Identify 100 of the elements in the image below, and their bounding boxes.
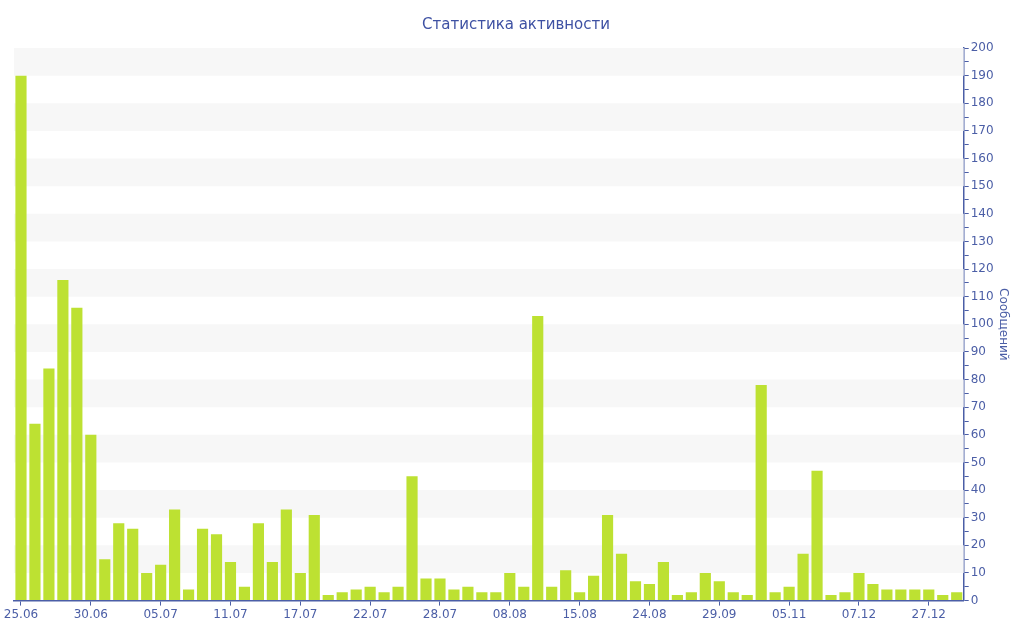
bar xyxy=(546,586,558,601)
bar xyxy=(909,589,921,601)
bar xyxy=(57,280,69,601)
x-tick-label: 05.07 xyxy=(143,606,178,621)
bar xyxy=(811,470,823,601)
bar xyxy=(490,592,502,601)
bar xyxy=(588,575,600,601)
y-tick-label: 190 xyxy=(970,67,994,82)
bar xyxy=(141,572,153,601)
bar xyxy=(434,578,446,601)
x-tick-label: 11.07 xyxy=(213,606,248,621)
y-tick-label: 120 xyxy=(970,261,994,276)
bar xyxy=(671,595,683,601)
bar xyxy=(196,528,209,601)
x-tick-label: 08.08 xyxy=(492,606,527,621)
bar xyxy=(127,528,139,601)
y-tick-label: 110 xyxy=(970,288,994,303)
bar xyxy=(560,570,572,601)
bar xyxy=(169,509,181,601)
bar xyxy=(280,509,292,601)
bar xyxy=(937,595,949,601)
x-tick-label: 15.08 xyxy=(562,606,597,621)
bar xyxy=(29,423,41,601)
bar xyxy=(350,589,362,601)
y-tick-label: 50 xyxy=(970,454,986,469)
bar xyxy=(113,523,125,601)
y-tick-label: 80 xyxy=(970,371,986,386)
bar xyxy=(155,564,167,601)
y-tick-label: 40 xyxy=(970,482,986,497)
bar xyxy=(601,514,614,601)
bar xyxy=(825,595,837,601)
bar xyxy=(420,578,432,601)
y-tick-label: 0 xyxy=(970,592,979,607)
y-tick-label: 200 xyxy=(970,40,994,55)
y-tick-label: 10 xyxy=(970,565,986,580)
bar xyxy=(895,589,907,601)
bar xyxy=(699,572,711,601)
bar xyxy=(462,586,474,601)
bar xyxy=(532,316,544,601)
bar xyxy=(741,595,753,601)
y-tick-label: 170 xyxy=(970,123,994,138)
bar xyxy=(364,586,376,601)
bar xyxy=(797,553,809,601)
x-tick-label: 17.07 xyxy=(283,606,318,621)
y-tick-label: 70 xyxy=(970,399,986,414)
bar xyxy=(99,559,111,601)
bar xyxy=(182,589,195,601)
y-tick-label: 20 xyxy=(970,537,986,552)
bar xyxy=(518,586,530,601)
y-tick-label: 100 xyxy=(970,316,994,331)
bar xyxy=(448,589,460,601)
x-tick-label: 30.06 xyxy=(73,606,108,621)
y-tick-label: 130 xyxy=(970,233,994,248)
y-tick-label: 150 xyxy=(970,178,994,193)
x-tick-label: 05.11 xyxy=(771,606,807,621)
bar xyxy=(224,561,237,601)
bar xyxy=(252,523,264,601)
x-tick-label: 29.09 xyxy=(702,606,737,621)
bar xyxy=(769,592,781,601)
bar xyxy=(629,581,642,601)
bar xyxy=(294,572,306,601)
x-tick-label: 28.07 xyxy=(422,606,458,621)
bar xyxy=(839,592,851,601)
bar xyxy=(853,572,865,601)
x-tick-label: 07.12 xyxy=(841,606,877,621)
bar xyxy=(43,368,55,601)
bar xyxy=(85,434,97,601)
bar xyxy=(643,584,656,601)
bar xyxy=(881,589,893,601)
bar xyxy=(713,581,725,601)
bar xyxy=(378,592,390,601)
bar xyxy=(685,592,697,601)
bar xyxy=(392,586,404,601)
x-tick-label: 22.07 xyxy=(352,606,388,621)
bar xyxy=(406,476,418,601)
y-tick-label: 60 xyxy=(970,426,986,441)
bar xyxy=(322,595,334,601)
bar xyxy=(476,592,488,601)
bar xyxy=(15,75,27,601)
x-tick-label: 25.06 xyxy=(3,606,39,621)
bar xyxy=(783,586,795,601)
bar xyxy=(615,553,628,601)
bar xyxy=(867,584,879,601)
bar xyxy=(238,586,251,601)
bar xyxy=(210,534,223,601)
x-tick-label: 27.12 xyxy=(911,606,946,621)
bar xyxy=(266,561,278,601)
bar xyxy=(657,561,670,601)
y-axis-title: Сообщений xyxy=(996,288,1011,361)
bar xyxy=(504,572,516,601)
y-tick-label: 90 xyxy=(970,344,986,359)
chart-title: Статистика активности xyxy=(422,14,610,33)
bar xyxy=(951,592,963,601)
y-tick-label: 180 xyxy=(970,95,994,110)
bar xyxy=(727,592,739,601)
bar xyxy=(923,589,935,601)
y-tick-label: 160 xyxy=(970,150,994,165)
x-tick-label: 24.08 xyxy=(632,606,667,621)
bar xyxy=(308,514,320,601)
bar xyxy=(71,307,83,601)
